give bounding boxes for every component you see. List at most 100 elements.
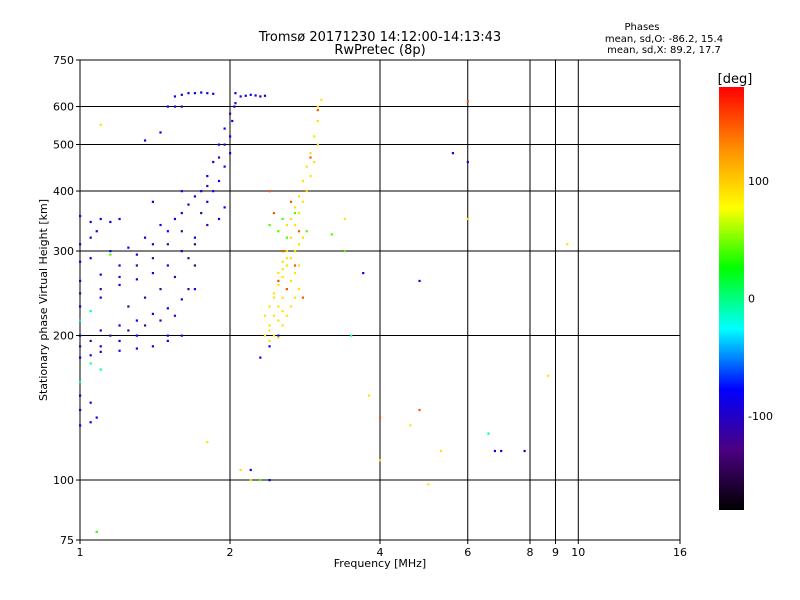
data-point [79, 394, 82, 397]
data-point [268, 479, 271, 482]
data-point [89, 257, 92, 260]
plot-area [79, 59, 681, 541]
x-tick-label: 6 [464, 546, 471, 559]
x-tick-label: 10 [571, 546, 585, 559]
colorbar-tick-label: -100 [748, 410, 773, 423]
data-point [200, 212, 203, 215]
x-tick-label: 8 [527, 546, 534, 559]
x-gridlines [229, 60, 579, 540]
data-point [293, 264, 297, 267]
data-point [281, 217, 284, 221]
data-point [487, 432, 490, 435]
data-point [89, 236, 92, 239]
data-point [206, 223, 209, 227]
data-point [350, 334, 353, 337]
y-axis-label: Stationary phase Virtual Height [km] [37, 199, 50, 401]
data-point [316, 143, 319, 146]
colorbar-label: [deg] [718, 72, 753, 87]
data-point [277, 319, 280, 322]
data-point [135, 264, 138, 267]
x-tick-label: 9 [552, 546, 559, 559]
data-point [166, 264, 169, 267]
data-point [263, 334, 267, 337]
colorbar-ticks: 100 0 -100 [748, 175, 773, 423]
data-point [166, 307, 169, 310]
data-point [89, 354, 92, 357]
data-point [79, 345, 82, 348]
data-point [193, 264, 197, 267]
data-point [159, 288, 162, 291]
data-point [293, 296, 297, 299]
data-point [159, 319, 162, 322]
x-axis: 1 2 4 6 8 9 10 16 [77, 540, 687, 559]
data-point [173, 95, 177, 98]
data-point [217, 156, 221, 159]
data-point [234, 102, 237, 105]
data-point [268, 305, 271, 308]
y-gridlines [80, 106, 680, 481]
data-point [418, 408, 421, 412]
phase-stats-heading: Phases [624, 22, 659, 33]
data-point [239, 95, 242, 98]
data-point [281, 250, 284, 253]
data-point [281, 309, 284, 313]
phase-stats: Phases mean, sd,O: -86.2, 15.4 mean, sd,… [605, 22, 723, 56]
data-point [285, 236, 288, 239]
data-point [466, 217, 469, 221]
data-point [79, 279, 82, 283]
data-point [79, 305, 82, 308]
data-point [89, 401, 92, 404]
data-point [316, 109, 319, 112]
data-point [151, 312, 155, 315]
data-point [99, 329, 102, 332]
data-point [143, 139, 147, 142]
data-point [206, 92, 209, 95]
data-point [289, 257, 293, 260]
x-axis-label: Frequency [MHz] [334, 557, 426, 570]
data-point [289, 305, 293, 308]
data-point [166, 339, 169, 343]
data-point [229, 152, 232, 155]
data-point [206, 174, 209, 178]
data-point [143, 324, 147, 327]
y-tick-label: 100 [53, 474, 74, 487]
data-point [277, 271, 280, 275]
data-point [289, 279, 293, 283]
data-point [301, 236, 305, 239]
data-point [566, 243, 569, 246]
data-point [99, 345, 102, 348]
data-point [234, 92, 237, 95]
data-point [135, 334, 138, 337]
y-tick-label: 75 [60, 534, 74, 547]
data-point [166, 243, 169, 246]
data-point [285, 223, 288, 227]
data-point [418, 279, 421, 283]
data-point [151, 200, 155, 203]
y-tick-label: 600 [53, 101, 74, 114]
data-point [289, 236, 293, 239]
data-point [95, 530, 98, 534]
colorbar-tick-label: 100 [748, 175, 769, 188]
data-point [277, 305, 280, 308]
data-point [99, 123, 102, 126]
data-point [79, 356, 82, 359]
data-point [187, 92, 190, 95]
x-tick-label: 16 [673, 546, 687, 559]
chart-subtitle: RwPretec (8p) [334, 43, 425, 58]
data-point [379, 416, 382, 419]
data-point [180, 230, 183, 233]
data-point [79, 214, 82, 218]
data-point [99, 350, 102, 353]
data-point [293, 206, 297, 209]
data-point [301, 296, 305, 299]
y-tick-label: 500 [53, 139, 74, 152]
phase-stats-x: mean, sd,X: 89.2, 17.7 [607, 45, 721, 56]
data-point [193, 92, 197, 95]
data-point [151, 257, 155, 260]
data-point [259, 479, 262, 482]
data-point [118, 264, 121, 267]
data-point [289, 217, 293, 221]
data-point [277, 230, 280, 233]
data-point [305, 165, 308, 168]
